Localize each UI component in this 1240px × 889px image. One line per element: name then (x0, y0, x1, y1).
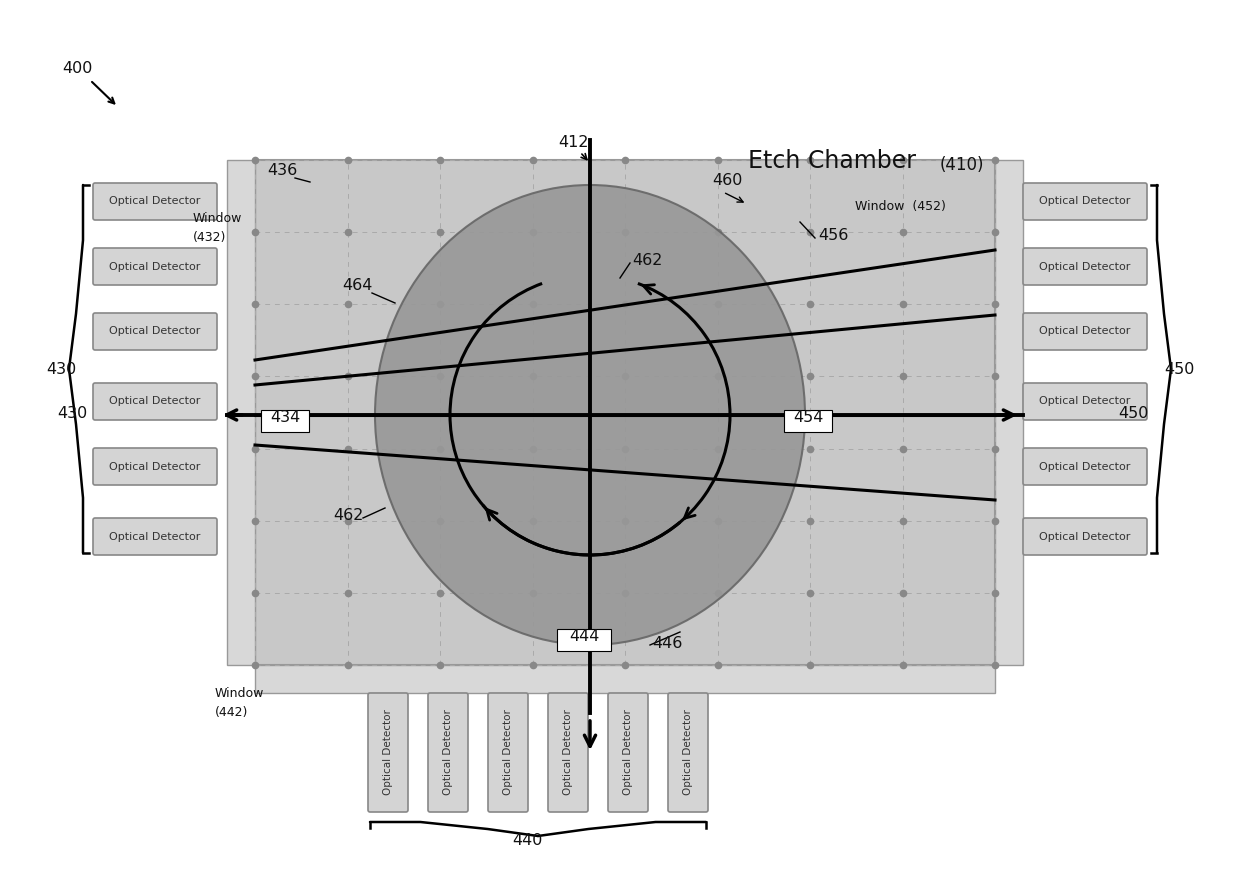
Text: Optical Detector: Optical Detector (503, 709, 513, 796)
Bar (227, 160, 255, 665)
Text: Etch Chamber: Etch Chamber (748, 149, 916, 173)
Text: Window  (452): Window (452) (856, 200, 946, 213)
Text: Optical Detector: Optical Detector (1039, 326, 1131, 337)
FancyBboxPatch shape (608, 693, 649, 812)
Text: Optical Detector: Optical Detector (563, 709, 573, 796)
Ellipse shape (374, 185, 805, 645)
FancyBboxPatch shape (93, 448, 217, 485)
FancyBboxPatch shape (1023, 383, 1147, 420)
Text: 434: 434 (270, 410, 300, 425)
FancyBboxPatch shape (557, 629, 611, 651)
Text: Optical Detector: Optical Detector (443, 709, 453, 796)
Text: 412: 412 (558, 135, 589, 150)
FancyBboxPatch shape (1023, 248, 1147, 285)
FancyBboxPatch shape (1023, 448, 1147, 485)
Text: (442): (442) (215, 706, 248, 719)
Text: 460: 460 (712, 173, 743, 188)
Text: Optical Detector: Optical Detector (1039, 261, 1131, 271)
Text: Optical Detector: Optical Detector (109, 532, 201, 541)
FancyBboxPatch shape (93, 248, 217, 285)
FancyBboxPatch shape (93, 183, 217, 220)
Text: Optical Detector: Optical Detector (109, 196, 201, 206)
FancyBboxPatch shape (489, 693, 528, 812)
Text: Optical Detector: Optical Detector (1039, 196, 1131, 206)
FancyBboxPatch shape (260, 410, 309, 432)
Text: Optical Detector: Optical Detector (109, 326, 201, 337)
Text: Optical Detector: Optical Detector (683, 709, 693, 796)
Text: 456: 456 (818, 228, 848, 243)
FancyBboxPatch shape (784, 410, 832, 432)
Text: Optical Detector: Optical Detector (1039, 532, 1131, 541)
Text: 446: 446 (652, 636, 682, 651)
Text: (432): (432) (193, 231, 227, 244)
Text: (410): (410) (940, 156, 985, 174)
FancyBboxPatch shape (93, 383, 217, 420)
Text: 450: 450 (1118, 406, 1148, 421)
Text: 444: 444 (569, 629, 599, 644)
Text: Optical Detector: Optical Detector (109, 261, 201, 271)
FancyBboxPatch shape (368, 693, 408, 812)
Text: Optical Detector: Optical Detector (1039, 396, 1131, 406)
Text: 454: 454 (792, 410, 823, 425)
Text: Optical Detector: Optical Detector (383, 709, 393, 796)
Text: 450: 450 (1164, 362, 1194, 377)
FancyBboxPatch shape (548, 693, 588, 812)
Text: 436: 436 (267, 163, 298, 178)
FancyBboxPatch shape (93, 313, 217, 350)
Text: 400: 400 (62, 61, 92, 76)
FancyBboxPatch shape (1023, 313, 1147, 350)
Text: 430: 430 (46, 362, 76, 377)
Text: Optical Detector: Optical Detector (109, 461, 201, 471)
Text: Window: Window (193, 212, 242, 225)
FancyBboxPatch shape (428, 693, 467, 812)
Text: 462: 462 (334, 508, 363, 523)
FancyBboxPatch shape (1023, 518, 1147, 555)
Bar (994, 160, 1023, 665)
Text: 464: 464 (342, 278, 372, 293)
Text: 462: 462 (632, 253, 662, 268)
Text: Optical Detector: Optical Detector (1039, 461, 1131, 471)
FancyBboxPatch shape (668, 693, 708, 812)
FancyBboxPatch shape (93, 518, 217, 555)
Text: 430: 430 (57, 406, 87, 421)
Text: 440: 440 (512, 833, 542, 848)
Bar (255, 665, 994, 693)
Bar (255, 160, 994, 665)
Text: Optical Detector: Optical Detector (109, 396, 201, 406)
FancyBboxPatch shape (1023, 183, 1147, 220)
Text: Optical Detector: Optical Detector (622, 709, 632, 796)
Text: Window: Window (215, 687, 264, 700)
